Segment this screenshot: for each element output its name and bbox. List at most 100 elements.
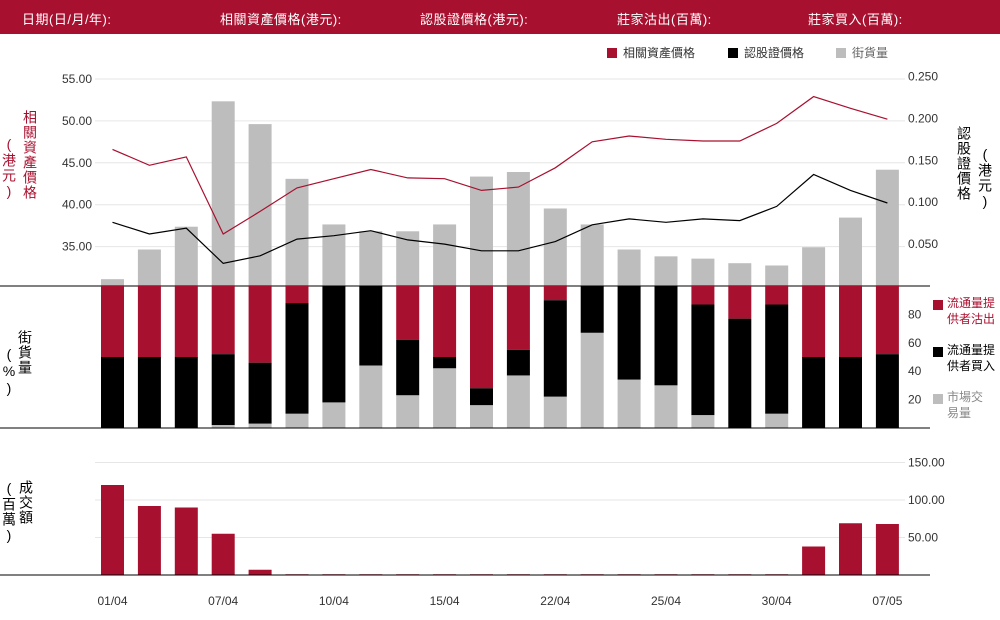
rlegend-sell-swatch [933,300,943,310]
turnover-bar [137,506,161,575]
buy-bar [101,357,124,428]
volume-bar [654,256,678,286]
price-right-tick: 0.050 [908,237,938,251]
rlegend-buy: 流通量提供者買入 [933,342,999,374]
market-bar [433,368,457,428]
asset-axis-unit: (港元) [1,136,17,200]
sell-bar [506,286,530,350]
volume-bar [174,226,198,286]
buy-bar [285,303,309,414]
sell-bar [802,286,826,357]
volume-bar [248,124,272,287]
price-right-tick: 0.100 [908,195,938,209]
rlegend-buy-swatch [933,347,943,357]
sell-bar [728,286,752,319]
price-left-tick: 35.00 [62,240,92,254]
rlegend-sell: 流通量提供者沽出 [933,295,999,327]
x-tick-label: 15/04 [430,594,460,608]
volume-bar [470,176,493,286]
price-right-tick: 0.250 [908,69,938,83]
market-bar [470,405,493,428]
x-tick-label: 07/05 [872,594,902,608]
buy-label: 莊家買入(百萬): [808,12,903,27]
volume-bar [728,263,752,286]
volume-bar [359,231,383,286]
volume-bar [691,258,715,286]
sell-bar [211,286,235,355]
buy-bar [617,286,641,380]
sell-bar [137,286,161,357]
volume-bar [617,249,641,286]
sell-bar [396,286,420,340]
sell-bar [691,286,715,305]
buy-bar [396,339,420,396]
turnover-bar [875,524,899,575]
buy-bar [137,357,161,428]
flow-tick: 40 [908,364,922,378]
turnover-axis-title: 成交額 [18,480,34,525]
flow-tick: 20 [908,393,922,407]
volume-bar [875,169,899,286]
buy-bar [211,354,235,426]
price-left-tick: 45.00 [62,156,92,170]
x-tick-label: 01/04 [97,594,127,608]
rlegend-market: 市場交易量 [933,389,999,421]
sell-bar [285,286,309,304]
sell-label: 莊家沽出(百萬): [617,12,712,27]
sell-bar [174,286,198,357]
buy-bar [543,300,567,397]
price-left-tick: 50.00 [62,114,92,128]
price-right-tick: 0.200 [908,111,938,125]
volume-axis-unit: (%) [1,346,17,397]
asset-price-label: 相關資產價格(港元): [220,12,342,27]
buy-bar [839,357,862,428]
x-tick-label: 25/04 [651,594,681,608]
legend-asset-swatch [607,48,617,58]
volume-bar [137,249,161,286]
sell-bar [101,286,124,357]
price-left-tick: 40.00 [62,198,92,212]
buy-bar [691,304,715,416]
sell-bar [470,286,493,389]
market-bar [285,413,309,428]
volume-bar [543,208,567,286]
buy-bar [433,357,457,369]
buy-bar [359,286,383,366]
volume-bar [802,247,826,286]
sell-bar [543,286,567,301]
turnover-bar [248,569,272,575]
buy-bar [470,388,493,406]
sell-bar [433,286,457,357]
turnover-bar [802,546,826,575]
price-right-tick: 0.150 [908,153,938,167]
sell-bar [875,286,899,355]
volume-bar [506,172,530,286]
legend-volume-swatch [836,48,846,58]
buy-bar [322,286,346,403]
turnover-tick: 50.00 [908,531,938,545]
date-label: 日期(日/月/年): [22,12,112,27]
volume-bar [396,231,420,286]
market-bar [654,385,678,428]
market-bar [617,379,641,428]
market-bar [691,415,715,428]
market-bar [543,396,567,428]
buy-bar [174,357,198,428]
market-bar [322,402,346,428]
buy-bar [875,354,899,428]
buy-bar [654,286,678,386]
sell-bar [839,286,862,357]
legend-asset: 相關資產價格 [607,44,695,61]
warrant-axis-unit: (港元) [977,146,993,210]
buy-bar [802,357,826,428]
buy-bar [506,349,530,376]
turnover-axis-unit: (百萬) [1,480,17,544]
volume-bar [211,101,235,286]
volume-bar [101,279,124,286]
legend-warrant-swatch [728,48,738,58]
market-bar [211,425,235,428]
market-bar [765,413,789,428]
flow-tick: 60 [908,336,922,350]
warrant-price-label: 認股證價格(港元): [420,12,529,27]
